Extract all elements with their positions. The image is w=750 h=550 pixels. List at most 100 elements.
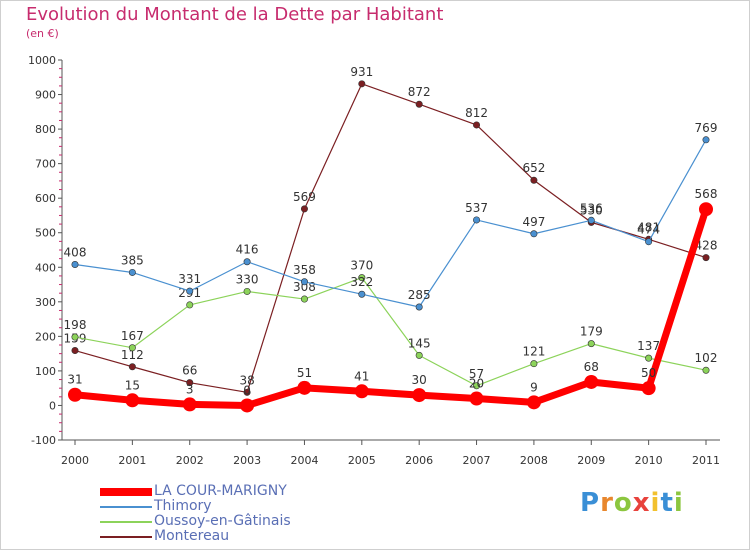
proxiti-logo: Proxiti bbox=[580, 488, 684, 518]
data-label: 3 bbox=[186, 382, 194, 396]
x-tick-label: 2008 bbox=[520, 454, 548, 467]
data-label: 769 bbox=[695, 121, 718, 135]
data-label: 812 bbox=[465, 106, 488, 120]
data-point bbox=[243, 258, 251, 266]
data-label: 474 bbox=[637, 223, 660, 237]
data-label: 112 bbox=[121, 348, 144, 362]
data-point bbox=[526, 395, 541, 410]
data-point bbox=[415, 303, 423, 311]
logo-letter: P bbox=[580, 488, 601, 518]
legend-swatch bbox=[100, 520, 152, 523]
data-point bbox=[587, 340, 595, 348]
data-label: 931 bbox=[350, 65, 373, 79]
data-point bbox=[128, 268, 136, 276]
data-point bbox=[297, 380, 312, 395]
data-label: 285 bbox=[408, 288, 431, 302]
data-point bbox=[702, 136, 710, 144]
data-point bbox=[125, 393, 140, 408]
y-tick-label: 400 bbox=[35, 261, 56, 274]
data-point bbox=[243, 287, 251, 295]
data-point bbox=[645, 354, 653, 362]
series-line-thimory bbox=[74, 139, 707, 308]
data-point bbox=[186, 379, 194, 387]
x-tick-label: 2002 bbox=[176, 454, 204, 467]
x-tick-label: 2004 bbox=[290, 454, 318, 467]
legend-label: LA COUR-MARIGNY bbox=[154, 483, 287, 499]
data-point bbox=[702, 366, 710, 374]
data-label: 145 bbox=[408, 336, 431, 350]
y-tick-label: 600 bbox=[35, 192, 56, 205]
data-label: 121 bbox=[522, 345, 545, 359]
legend-item-oussoy: Oussoy-en-Gâtinais bbox=[100, 514, 291, 529]
data-label: 408 bbox=[64, 246, 87, 260]
legend-swatch bbox=[100, 487, 152, 496]
y-tick-label: 300 bbox=[35, 296, 56, 309]
data-point bbox=[530, 230, 538, 238]
data-point bbox=[71, 347, 79, 355]
y-tick-label: 0 bbox=[49, 399, 56, 412]
data-point bbox=[469, 391, 484, 406]
chart-title: Evolution du Montant de la Dette par Hab… bbox=[26, 4, 444, 25]
x-tick-label: 2011 bbox=[692, 454, 720, 467]
data-point bbox=[641, 381, 656, 396]
data-label: 536 bbox=[580, 201, 603, 215]
data-label: 15 bbox=[125, 378, 140, 392]
data-label: 537 bbox=[465, 201, 488, 215]
data-label: 137 bbox=[637, 339, 660, 353]
data-point bbox=[473, 216, 481, 224]
y-tick-label: 900 bbox=[35, 89, 56, 102]
data-label: 198 bbox=[64, 318, 87, 332]
data-label: 9 bbox=[530, 380, 538, 394]
data-point bbox=[71, 261, 79, 269]
data-label: 167 bbox=[121, 329, 144, 343]
data-label: 569 bbox=[293, 190, 316, 204]
data-label: 20 bbox=[469, 377, 484, 391]
data-point bbox=[300, 205, 308, 213]
data-point bbox=[415, 100, 423, 108]
data-point bbox=[300, 278, 308, 286]
data-label: 416 bbox=[236, 243, 259, 257]
series-line-la-cour-marigny bbox=[74, 208, 710, 409]
x-tick-label: 2007 bbox=[463, 454, 491, 467]
data-label: 38 bbox=[239, 373, 254, 387]
y-tick-label: 100 bbox=[35, 365, 56, 378]
data-point bbox=[354, 384, 369, 399]
data-point bbox=[412, 388, 427, 403]
data-point bbox=[240, 398, 255, 413]
data-label: 30 bbox=[412, 373, 427, 387]
data-point bbox=[68, 387, 82, 402]
data-point bbox=[473, 382, 481, 390]
data-label: 68 bbox=[584, 360, 599, 374]
logo-letter: i bbox=[673, 488, 684, 518]
legend-item-thimory: Thimory bbox=[100, 499, 291, 514]
data-label: 57 bbox=[469, 367, 484, 381]
data-point bbox=[473, 121, 481, 129]
x-tick-label: 2009 bbox=[577, 454, 605, 467]
data-point bbox=[702, 254, 710, 262]
data-label: 370 bbox=[350, 259, 373, 273]
data-label: 51 bbox=[297, 366, 312, 380]
data-point bbox=[300, 295, 308, 303]
data-point bbox=[358, 80, 366, 88]
logo-letter: x bbox=[632, 488, 651, 518]
data-label: 872 bbox=[408, 85, 431, 99]
chart-subtitle: (en €) bbox=[26, 27, 59, 40]
series-line-oussoy-en-g-tinais bbox=[74, 277, 707, 387]
data-label: 530 bbox=[580, 203, 603, 217]
legend: LA COUR-MARIGNY Thimory Oussoy-en-Gâtina… bbox=[100, 484, 291, 544]
data-point bbox=[358, 290, 366, 298]
x-tick-label: 2006 bbox=[405, 454, 433, 467]
logo-letter: r bbox=[600, 488, 614, 518]
x-tick-label: 2001 bbox=[118, 454, 146, 467]
data-label: 102 bbox=[695, 351, 718, 365]
series-line-montereau bbox=[74, 83, 707, 393]
data-point bbox=[182, 397, 197, 412]
data-label: 330 bbox=[236, 272, 259, 286]
data-label: 358 bbox=[293, 263, 316, 277]
y-tick-label: 800 bbox=[35, 123, 56, 136]
data-label: 385 bbox=[121, 253, 144, 267]
data-label: 428 bbox=[695, 239, 718, 253]
data-label: 179 bbox=[580, 325, 603, 339]
data-point bbox=[358, 274, 366, 282]
